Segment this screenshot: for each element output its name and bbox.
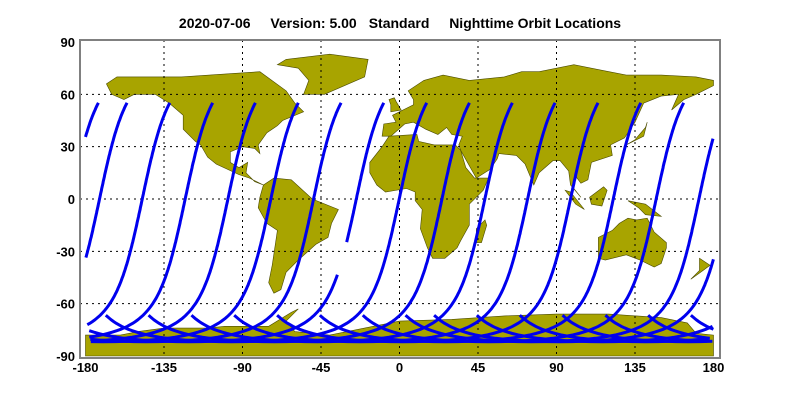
y-tick-label: -60 [56,297,75,312]
x-tick-label: 45 [471,360,485,375]
title-version: Version: 5.00 [270,15,357,31]
orbit-track [84,102,129,259]
orbit-track [84,102,100,138]
title-mode: Standard [368,15,430,31]
orbit-track [345,102,386,243]
title-product: Nighttime Orbit Locations [449,15,622,31]
orbit-track [361,102,686,344]
y-tick-label: 30 [61,140,75,155]
x-tick-label: 180 [703,360,725,375]
orbit-track [90,102,343,344]
x-tick-label: -180 [72,360,98,375]
orbit-track [95,102,257,343]
orbit-track [318,102,643,344]
orbit-track [90,102,300,344]
landmass-greenland [276,53,369,95]
landmass-britain [388,97,402,113]
y-tick-label: 0 [68,192,75,207]
orbit-track [88,274,339,344]
x-tick-label: 0 [396,360,403,375]
orbit-track [86,102,172,327]
x-tick-label: 90 [549,360,563,375]
x-tick-label: -45 [312,360,331,375]
x-tick-label: -90 [233,360,252,375]
landmass-new-zealand [690,257,711,280]
orbit-track [561,314,713,344]
orbit-track [689,314,714,331]
axis-ticks: -180 -135 -90 -45 0 45 90 135 180 90 60 30 0 -30 -60 -9… [56,35,724,375]
title-date: 2020-07-06 [178,15,251,31]
x-tick-label: -135 [151,360,177,375]
orbit-track [433,258,715,344]
map-title: 2020-07-06 Version: 5.00 Standard Nightti… [0,15,800,31]
landmass-africa [369,134,489,259]
x-tick-label: 135 [624,360,646,375]
orbit-tracks [84,102,715,344]
landmass-madagascar [475,219,488,243]
y-tick-label: 90 [61,35,75,50]
y-tick-label: -30 [56,244,75,259]
landmass-north-america [106,71,305,186]
land-layer [85,53,714,357]
y-tick-label: 60 [61,87,75,102]
orbit-track [89,102,215,339]
landmass-south-america [257,177,339,294]
y-tick-label: -90 [56,349,75,364]
map-frame [79,39,721,359]
landmass-eurasia [381,64,714,198]
landmass-borneo [589,186,608,207]
orbit-track [404,138,715,344]
landmass-japan [626,122,648,146]
